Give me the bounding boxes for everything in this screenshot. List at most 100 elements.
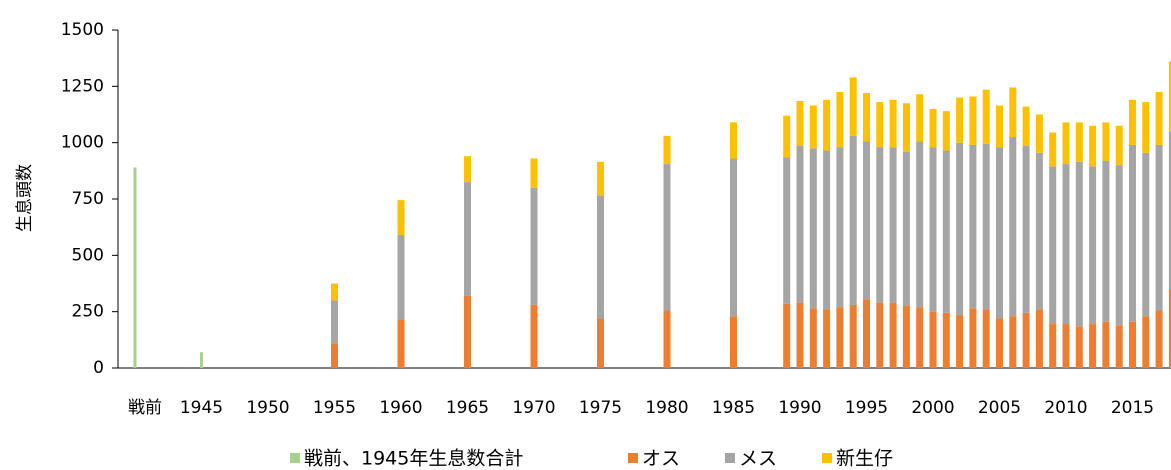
bar: [889, 99, 897, 148]
bar: [1168, 131, 1171, 290]
bar: [1129, 321, 1136, 368]
bar: [969, 96, 977, 145]
bar: [823, 150, 831, 310]
bar: [956, 142, 964, 316]
legend-swatch: [628, 453, 638, 463]
x-tick-label: 2005: [978, 398, 1021, 418]
bar: [863, 299, 870, 368]
legend-label: オス: [642, 448, 680, 470]
bar: [1115, 165, 1123, 326]
bar: [783, 157, 791, 304]
bar: [849, 77, 857, 136]
bar: [1168, 61, 1171, 132]
x-tick-label: 1990: [778, 398, 821, 418]
bar: [730, 316, 737, 368]
bar: [863, 141, 870, 300]
y-axis-label: 生息頭数: [15, 164, 35, 232]
bar: [863, 93, 870, 142]
bar: [1075, 326, 1083, 368]
bar: [730, 158, 737, 317]
bar: [969, 144, 977, 309]
bar: [836, 147, 844, 308]
bar: [849, 304, 857, 368]
bar: [200, 352, 203, 368]
bar: [969, 308, 977, 368]
x-tick-label: 1945: [180, 398, 223, 418]
bar: [929, 311, 937, 368]
bar: [1155, 310, 1163, 368]
bar: [1062, 324, 1070, 368]
bar: [796, 146, 804, 303]
bar: [889, 302, 897, 368]
bar: [783, 115, 791, 158]
bar: [1022, 106, 1030, 147]
bar: [1089, 324, 1097, 368]
x-tick-label: 2000: [911, 398, 954, 418]
bar: [876, 147, 884, 303]
bar: [1062, 164, 1070, 325]
bar: [783, 303, 791, 368]
bar: [597, 161, 604, 196]
bar: [1035, 309, 1043, 368]
bar: [464, 182, 471, 296]
bar: [982, 309, 990, 368]
bar: [331, 283, 338, 301]
bar: [1142, 152, 1150, 317]
bar: [942, 312, 950, 368]
bar: [902, 103, 910, 152]
bar: [982, 89, 990, 144]
bar: [1075, 161, 1083, 327]
bar: [982, 143, 990, 310]
legend-label: 戦前、1945年生息数合計: [304, 448, 523, 470]
x-tick-label: 1960: [379, 398, 422, 418]
bar: [597, 195, 604, 319]
bar: [1009, 316, 1017, 368]
bar: [902, 306, 910, 368]
bar: [464, 156, 471, 183]
bar: [1049, 166, 1057, 325]
bar: [956, 315, 964, 368]
bar: [996, 105, 1003, 148]
bar: [823, 99, 831, 151]
bar: [809, 148, 817, 309]
bar: [916, 307, 924, 368]
bar: [1115, 125, 1123, 166]
bar: [397, 235, 405, 320]
y-tick-label: 1000: [61, 133, 104, 153]
legend-swatch: [725, 453, 735, 463]
bar: [133, 167, 137, 368]
bar: [809, 105, 817, 149]
bar: [730, 122, 737, 159]
bar: [1035, 152, 1043, 310]
x-tick-label: 2010: [1044, 398, 1087, 418]
bar: [916, 141, 924, 308]
legend-swatch: [290, 453, 300, 463]
bar: [1155, 144, 1163, 311]
bar: [663, 310, 671, 368]
y-tick-label: 250: [72, 302, 104, 322]
legend-label: 新生仔: [836, 448, 893, 470]
bar: [876, 302, 884, 368]
bar: [1115, 325, 1123, 368]
bar: [1022, 312, 1030, 368]
x-tick-label: 1955: [313, 398, 356, 418]
bar: [956, 97, 964, 143]
x-tick-label: 1965: [446, 398, 489, 418]
bar: [1089, 166, 1097, 325]
bar: [796, 302, 804, 368]
x-tick-label: 1970: [512, 398, 555, 418]
y-tick-label: 1250: [61, 76, 104, 96]
bar: [996, 147, 1003, 319]
bar: [916, 94, 924, 142]
legend-label: メス: [739, 448, 777, 470]
bar: [1142, 102, 1150, 153]
bar: [1129, 99, 1136, 145]
bar: [331, 300, 338, 344]
bar: [823, 309, 831, 368]
bar: [530, 304, 538, 368]
bar: [1155, 91, 1163, 145]
bar: [1168, 289, 1171, 368]
bar: [1142, 316, 1150, 368]
x-tick-label: 1980: [645, 398, 688, 418]
